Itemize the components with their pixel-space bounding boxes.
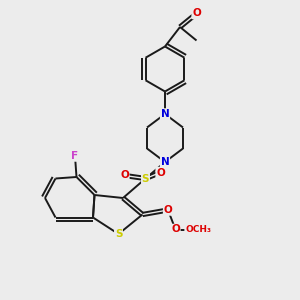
Text: N: N	[160, 109, 169, 119]
Text: O: O	[156, 167, 165, 178]
Text: O: O	[120, 170, 129, 181]
Text: O: O	[192, 8, 201, 19]
Text: S: S	[115, 229, 122, 239]
Text: F: F	[71, 151, 79, 161]
Text: S: S	[142, 173, 149, 184]
Text: O: O	[171, 224, 180, 235]
Text: O: O	[164, 205, 172, 215]
Text: OCH₃: OCH₃	[185, 225, 211, 234]
Text: N: N	[160, 157, 169, 167]
